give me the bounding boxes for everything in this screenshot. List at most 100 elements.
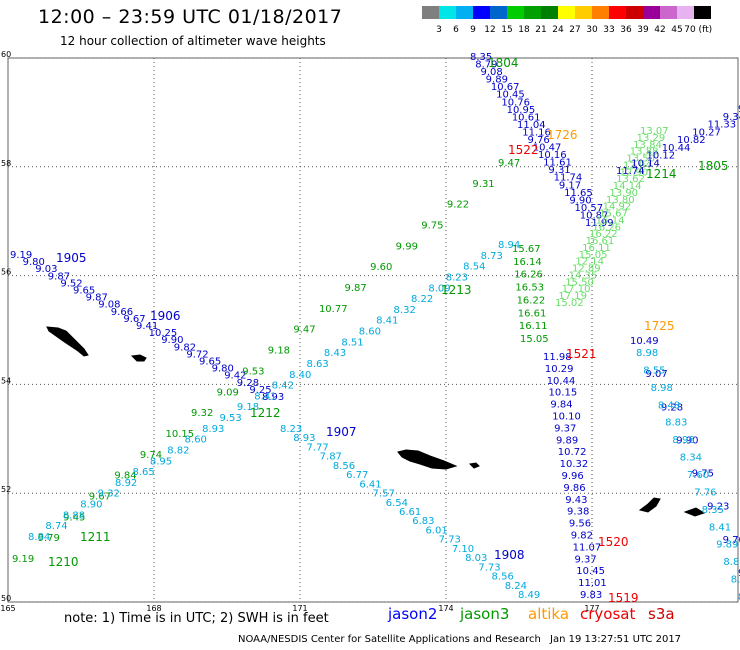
wave-height-value: 8.49 [518,590,540,601]
wave-height-value: 9.38 [567,507,589,518]
wave-height-value: 9.86 [563,483,585,494]
legend-label: 39 [637,25,649,35]
legend-label: 33 [603,25,615,35]
wave-height-value: 12.90 [620,167,649,178]
wave-height-value: 7.77 [306,442,328,453]
legend-label: 15 [501,25,513,35]
wave-height-value: 9.65 [199,357,221,368]
wave-height-value: 9.67 [89,491,111,502]
wave-height-value: 15.50 [565,277,594,288]
wave-height-value: 15.05 [520,334,549,345]
legend-swatch [541,6,558,19]
wave-height-value: 9.18 [268,346,290,357]
wave-height-value: 13.62 [616,174,645,185]
wave-height-value: 8.79 [475,60,497,71]
wave-height-value: 8.96 [672,435,694,446]
legend-swatch [643,6,660,19]
wave-height-value: 10.77 [319,304,348,315]
wave-height-value: 9.89 [556,435,578,446]
wave-height-value: 10.72 [558,447,587,458]
wave-height-value: 8.35 [470,52,492,63]
wave-height-value: 11.65 [564,188,593,199]
pass-time-label: 1211 [80,530,111,544]
legend-swatch [524,6,541,19]
satellite-key-item: altika [528,605,570,623]
wave-height-value: 9.99 [396,241,418,252]
wave-height-value: 9.75 [692,469,714,480]
wave-height-value: 8.43 [324,348,346,359]
wave-height-value: 9.41 [136,321,158,332]
wave-height-value: 10.45 [576,566,605,577]
wave-height-value: 9.90 [676,435,698,446]
lat-lon-grid [7,57,738,603]
wave-height-value: 16.14 [596,215,625,226]
pass-time-label: 1804 [488,56,519,70]
wave-height-value: 16.26 [592,222,621,233]
legend-swatch [694,6,711,19]
wave-height-value: 9.82 [174,342,196,353]
wave-height-value: 8.09 [428,283,450,294]
wave-height-value: 9.03 [35,264,57,275]
wave-height-value: 11.74 [616,166,645,177]
wave-height-value: 8.60 [359,327,381,338]
lon-tick-label: 174 [438,604,453,613]
wave-height-value: 13.29 [637,133,666,144]
wave-height-value: 10.32 [560,459,589,470]
legend-labels: 3 6 9 12 15 18 21 24 27 30 33 36 39 42 45 70 (ft) [422,25,712,39]
legend-swatch [575,6,592,19]
wave-height-value: 9.80 [23,257,45,268]
wave-height-value: 6.01 [425,525,447,536]
wave-height-value: 10.15 [549,388,578,399]
wave-height-value: 9.31 [472,179,494,190]
wave-height-value: 9.23 [738,104,740,115]
wave-height-value: 9.43 [565,495,587,506]
wave-height-value: 16.22 [589,229,618,240]
wave-height-value: 12.14 [575,257,604,268]
wave-height-value: 9.70 [723,535,740,546]
wave-height-value: 13.07 [640,126,669,137]
wave-height-value: 8.93 [738,592,740,603]
wave-height-value: 9.96 [562,471,584,482]
pass-time-label: 1805 [698,159,729,173]
legend-swatch [558,6,575,19]
wave-height-value: 9.89 [486,75,508,86]
legend-swatch [473,6,490,19]
wave-height-value: 9.28 [237,378,259,389]
pass-time-label: 1726 [547,128,578,142]
legend-swatch [677,6,694,19]
lat-tick-label: 50 [1,594,11,603]
wave-height-value: 8.88 [63,510,85,521]
wave-height-value: 9.42 [224,371,246,382]
legend-label: 24 [552,25,564,35]
pass-time-label: 1906 [150,309,181,323]
pass-time-label: 1212 [250,406,281,420]
wave-height-value: 8.07 [731,575,740,586]
legend-label: 6 [453,25,459,35]
wave-height-value: 9.19 [12,554,34,565]
wave-height-value: 9.31 [548,165,570,176]
wave-height-value: 8.03 [465,553,487,564]
wave-height-value: 14.35 [569,270,598,281]
lat-tick-label: 60 [1,50,11,59]
wave-height-value: 9.56 [569,519,591,530]
wave-height-value: 8.74 [45,521,67,532]
legend-swatch [609,6,626,19]
lat-tick-label: 52 [1,485,11,494]
wave-height-value: 6.54 [386,498,408,509]
island-shape [468,462,480,469]
wave-height-value: 10.67 [491,82,520,93]
pass-time-label: 1522 [508,143,539,157]
wave-height-value: 8.51 [341,337,363,348]
wave-height-value: 11.01 [578,578,607,589]
wave-height-value: 8.73 [481,251,503,262]
wave-height-value: 9.52 [60,278,82,289]
wave-height-value: 9.22 [447,200,469,211]
wave-height-value: 9.84 [114,471,136,482]
wave-height-value: 9.80 [212,364,234,375]
wave-height-value: 10.44 [662,143,691,154]
wave-height-value: 8.93 [202,424,224,435]
lon-tick-label: 171 [292,604,307,613]
wave-height-value: 8.55 [643,365,665,376]
pass-time-label: 1908 [494,548,525,562]
wave-height-value: 9.76 [528,135,550,146]
